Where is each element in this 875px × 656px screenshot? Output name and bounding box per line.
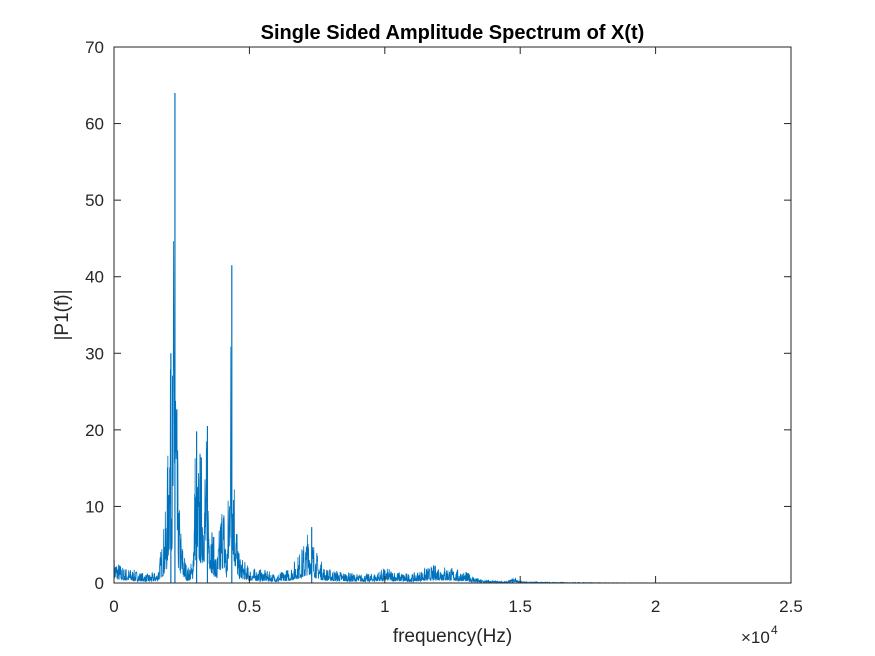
y-tick-label: 10	[85, 497, 104, 516]
x-tick-label: 2.5	[779, 597, 803, 616]
x-tick-labels: 0 0.5 1 1.5 2 2.5	[109, 597, 803, 616]
x-exponent-power: 4	[771, 623, 778, 637]
y-axis-label: |P1(f)|	[52, 289, 73, 340]
y-tick-label: 50	[85, 191, 104, 210]
x-tick-label: 1	[380, 597, 389, 616]
x-tick-label: 0.5	[238, 597, 262, 616]
y-tick-marks	[114, 46, 791, 584]
y-tick-label: 70	[85, 38, 104, 57]
x-exponent-base: ×10	[741, 628, 770, 647]
y-tick-label: 20	[85, 421, 104, 440]
chart-title: Single Sided Amplitude Spectrum of X(t)	[261, 22, 645, 44]
y-tick-labels: 0 10 20 30 40 50 60 70	[85, 38, 104, 593]
x-axis-exponent: ×10 4	[741, 623, 778, 647]
y-tick-label: 30	[85, 344, 104, 363]
x-tick-label: 2	[651, 597, 660, 616]
y-tick-label: 0	[95, 574, 104, 593]
y-tick-label: 40	[85, 268, 104, 287]
x-tick-marks	[113, 47, 792, 583]
x-tick-label: 1.5	[508, 597, 532, 616]
plot-area	[114, 47, 791, 583]
y-tick-label: 60	[85, 115, 104, 134]
x-tick-label: 0	[109, 597, 118, 616]
x-axis-label: frequency(Hz)	[393, 626, 512, 647]
axes-frame	[113, 46, 792, 584]
